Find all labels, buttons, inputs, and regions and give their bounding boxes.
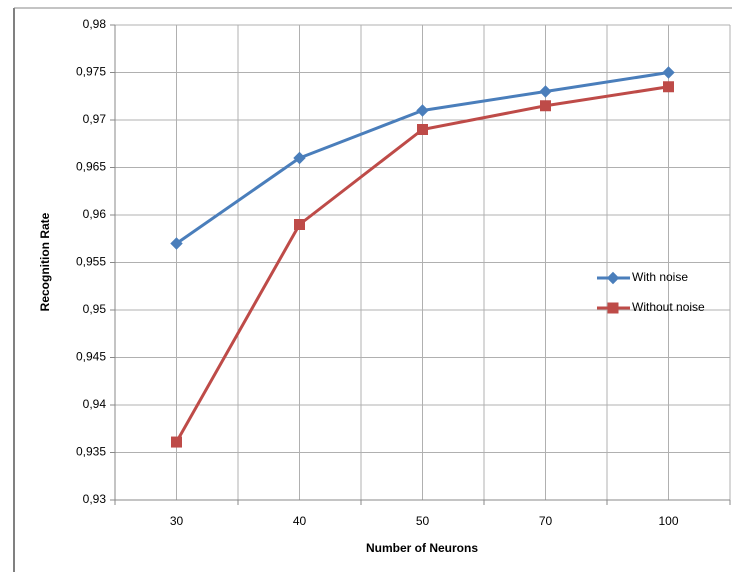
- data-point: [417, 124, 428, 135]
- data-point: [293, 151, 306, 165]
- data-point: [540, 100, 551, 112]
- y-tick-label: 0,94: [83, 397, 107, 411]
- legend-label: With noise: [632, 270, 688, 284]
- y-tick-label: 0,96: [83, 207, 107, 221]
- data-point: [539, 85, 552, 98]
- y-tick-label: 0,97: [83, 112, 107, 126]
- y-tick-label: 0,95: [83, 302, 107, 316]
- y-tick-label: 0,955: [76, 255, 106, 269]
- x-tick-label: 100: [658, 514, 678, 528]
- y-tick-label: 0,945: [76, 350, 106, 364]
- data-point: [416, 104, 429, 117]
- data-point: [170, 237, 183, 250]
- x-tick-label: 40: [293, 514, 307, 528]
- y-axis-label: Recognition Rate: [38, 212, 52, 311]
- data-point: [662, 66, 675, 79]
- x-axis-label: Number of Neurons: [366, 541, 478, 555]
- y-tick-label: 0,975: [76, 65, 106, 79]
- y-tick-label: 0,98: [83, 17, 107, 31]
- y-tick-label: 0,935: [76, 445, 106, 459]
- data-point: [294, 219, 305, 230]
- data-point: [663, 81, 674, 93]
- x-tick-label: 50: [416, 514, 430, 528]
- x-tick-label: 70: [539, 514, 553, 528]
- legend-marker: [606, 271, 620, 285]
- y-tick-label: 0,965: [76, 160, 106, 174]
- y-tick-label: 0,93: [83, 492, 107, 506]
- x-tick-label: 30: [170, 514, 184, 528]
- legend-marker: [607, 302, 619, 314]
- data-point: [171, 436, 182, 448]
- legend-label: Without noise: [632, 300, 705, 314]
